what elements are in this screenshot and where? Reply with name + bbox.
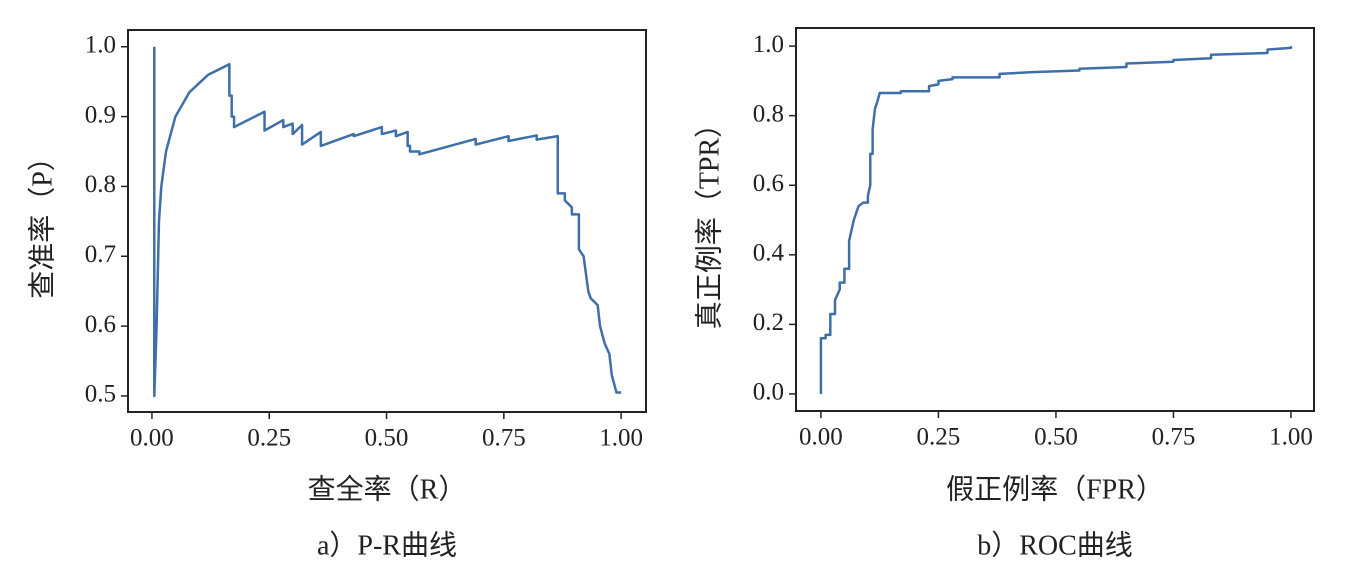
y-tick-label: 0.6 [85,311,116,338]
y-axis-label: 查准率（P） [26,143,58,299]
plot-frame [795,27,1315,412]
x-axis-label: 假正例率（FPR） [946,473,1164,505]
y-tick-label: 1.0 [85,31,116,58]
y-tick-label: 0.8 [753,100,784,127]
caption: b）ROC曲线 [977,529,1133,561]
data-line [153,46,622,398]
x-tick-label: 0.75 [1152,424,1196,451]
x-tick-label: 0.25 [917,424,961,451]
plot-frame [127,29,647,413]
x-tick-label: 0.00 [130,425,174,452]
y-tick-label: 0.5 [85,381,116,408]
y-tick-label: 1.0 [753,31,784,58]
y-tick-label: 0.7 [85,241,116,268]
x-tick-label: 0.50 [365,425,409,452]
y-tick-label: 0.6 [753,170,784,197]
y-tick-label: 0.0 [753,379,784,406]
y-axis-label: 真正例率（TPR） [693,110,725,329]
x-tick-label: 0.75 [482,425,526,452]
x-axis-label: 查全率（R） [308,473,467,505]
x-tick-label: 1.00 [1269,424,1313,451]
x-tick-label: 1.00 [599,425,643,452]
y-tick-label: 0.4 [753,240,785,267]
y-tick-label: 0.8 [85,171,116,198]
data-line [819,46,1293,394]
x-tick-label: 0.00 [799,424,843,451]
x-tick-label: 0.50 [1034,424,1078,451]
x-tick-label: 0.25 [247,425,291,452]
caption: a）P-R曲线 [317,529,457,561]
y-tick-label: 0.9 [85,101,116,128]
y-tick-label: 0.2 [753,309,784,336]
